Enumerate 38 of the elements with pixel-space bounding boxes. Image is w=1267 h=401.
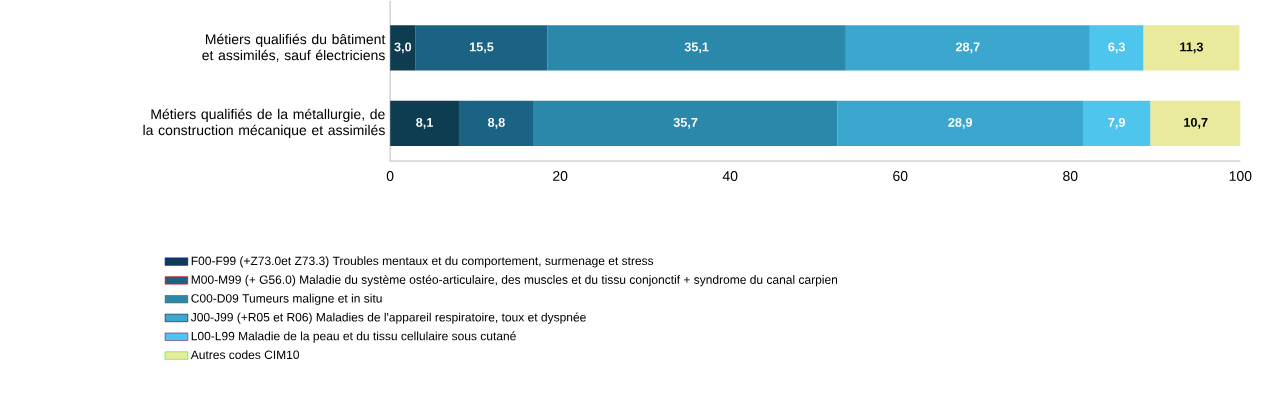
y-tick-label: Métiers qualifiés du bâtiment et assimilés, sauf électriciens: [202, 33, 386, 62]
data-label: 7,9: [1108, 117, 1125, 129]
data-label: 3,0: [394, 42, 412, 54]
data-label: 8,1: [416, 117, 433, 129]
data-label: 10,7: [1184, 117, 1208, 129]
bar: [390, 100, 459, 146]
data-label: 28,9: [948, 117, 973, 129]
x-tick-label: 0: [386, 171, 394, 181]
x-tick-label: 100: [1229, 171, 1252, 181]
bar: [1083, 100, 1151, 146]
data-label: 8,8: [487, 117, 505, 129]
bar: [845, 25, 1090, 71]
data-label: 35,1: [684, 42, 709, 54]
data-label: 35,7: [673, 117, 698, 129]
legend-label: C00-D09 Tumeurs maligne et in situ: [191, 293, 382, 305]
x-tick-label: 40: [722, 171, 738, 181]
legend-label: Autres codes CIM10: [190, 350, 300, 359]
bar: [1150, 100, 1241, 146]
data-label: 11,3: [1180, 42, 1203, 54]
bar: [458, 100, 534, 146]
legend-label: L00-L99 Maladie de la peau et du tissu cellulaire sous cutané: [191, 331, 516, 343]
legend-label: J00-J99 (+R05 et R06) Maladies de l'appareil respiratoire, toux et dyspnée: [190, 312, 586, 324]
bar: [533, 100, 838, 146]
bar: [390, 25, 416, 71]
bar: [1089, 25, 1144, 71]
x-tick-label: 60: [893, 171, 908, 181]
bar: [1143, 25, 1240, 71]
data-label: 15,5: [469, 42, 494, 54]
x-tick-label: 20: [553, 171, 568, 181]
y-tick-label: Métiers qualifiés de la métallurgie, de la construction mécanique et assimilés: [143, 108, 385, 138]
legend-label: F00-F99 (+Z73.0et Z73.3) Troubles mentaux et du comportement, surmenage et stress: [191, 256, 654, 268]
bar: [415, 25, 548, 71]
data-label: 28,7: [955, 42, 980, 54]
bar: [837, 100, 1084, 146]
data-label: 6,3: [1108, 42, 1125, 54]
legend-label: M00-M99 (+ G56.0) Maladie du système ostéo-articulaire, des muscles et du tissu conjonctif + syndrome du canal carpien: [191, 274, 838, 287]
x-tick-label: 80: [1063, 171, 1078, 181]
bar: [547, 25, 846, 71]
